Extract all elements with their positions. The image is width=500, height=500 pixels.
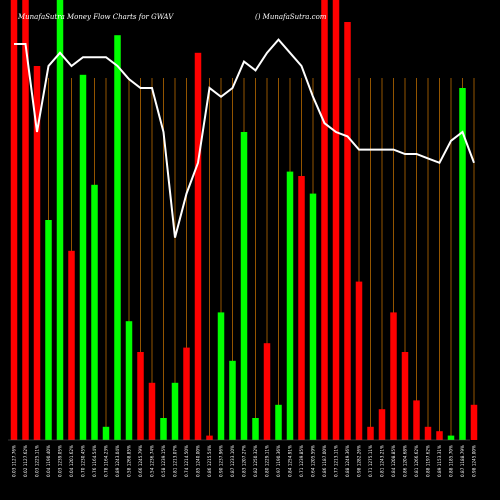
money-flow-bar [33,66,41,440]
money-flow-bar [390,312,397,440]
x-tick-label: 0.78 1164.23% [104,445,109,477]
money-flow-bar [125,321,133,440]
money-flow-bar [367,426,374,440]
money-flow-bar [275,404,282,440]
x-tick-label: 0.84 1208.85% [391,445,396,477]
x-tick-label: 0.71 1275.11% [368,445,373,477]
bar-series [10,0,478,441]
money-flow-bar [194,52,202,441]
x-tick-label: 0.70 1230.45% [81,445,86,477]
x-tick-label: 0.81 1266.62% [414,445,419,477]
x-tick-label: 0.82 1250.32% [253,445,258,477]
x-tick-labels: 0.03 1127.76% 0.02 1127.62% 0.03 1225.11% 0… [12,445,477,477]
x-tick-label: 0.89 1153.31% [437,445,442,477]
money-flow-bar [344,22,351,440]
x-tick-label: 0.98 1282.26% [357,445,362,477]
x-tick-label: 0.04 1190.40% [46,445,51,477]
money-flow-bar [355,281,363,440]
money-flow-bar [160,418,167,440]
money-flow-bar [217,312,225,440]
x-tick-label: 0.86 1187.00% [322,445,327,477]
x-tick-label: 0.87 1188.79% [460,445,465,477]
money-flow-bar [263,343,271,440]
x-tick-label: 0.66 1245.79% [138,445,143,477]
money-flow-bar [252,418,259,440]
money-flow-bar [229,360,236,440]
money-flow-line [14,38,475,238]
x-tick-label: 0.74 1214.50% [184,445,189,477]
x-tick-label: 0.88 1249.36% [345,445,350,477]
x-tick-label: 0.87 1233.10% [230,445,235,477]
x-tick-label: 0.85 1240.00% [196,445,201,477]
money-flow-bar [68,250,75,440]
money-flow-bar [413,400,420,440]
money-flow-bar [401,352,409,440]
money-flow-bar [424,426,432,440]
x-tick-label: 0.54 1236.74% [150,445,155,477]
chart-title: MunafaSutra Money Flow Charts for GWAV [18,13,174,21]
money-flow-bar [298,176,305,440]
x-tick-label: 0.86 1215.54% [207,445,212,477]
x-tick-label: 0.02 1127.62% [23,445,28,477]
money-flow-bar [470,404,478,440]
x-tick-label: 0.04 1201.62% [69,445,74,477]
money-flow-bar [22,0,29,440]
x-tick-label: 0.98 1245.00% [472,445,477,477]
money-flow-bar [206,435,213,440]
money-flow-bar [240,132,248,440]
x-tick-label: 0.83 1207.27% [242,445,247,477]
x-tick-label: 0.03 1225.11% [35,445,40,477]
x-tick-label: 0.81 1213.07% [173,445,178,477]
x-tick-label: 0.86 1204.68% [403,445,408,477]
money-flow-bar [79,74,87,441]
x-tick-label: 0.84 1254.91% [288,445,293,477]
money-flow-bar [171,382,179,440]
money-flow-bar [102,426,110,440]
money-flow-bar [45,220,52,440]
x-tick-label: 0.76 1164.54% [92,445,97,477]
money-flow-bar [137,352,144,440]
money-flow-bar [286,171,294,440]
x-tick-label: 0.58 1268.85% [127,445,132,477]
money-flow-bar [321,0,328,440]
money-flow-bar [378,409,386,440]
money-flow-bar [56,0,64,440]
x-tick-label: 0.58 1239.15% [161,445,166,477]
money-flow-bar [183,347,190,440]
x-tick-label: 0.97 1190.36% [276,445,281,477]
x-tick-label: 0.88 1185.70% [449,445,454,477]
x-tick-label: 0.81 1243.21% [380,445,385,477]
x-tick-label: 0.90 1237.96% [219,445,224,477]
x-tick-label: 0.71 1239.85% [299,445,304,477]
money-flow-bar [91,184,98,440]
money-flow-bar [10,0,18,440]
chart-source: () MunafaSutra.com [255,13,327,21]
money-flow-bar [309,193,317,440]
money-flow-bar [332,0,340,440]
money-flow-bar [114,35,121,440]
x-tick-label: 0.88 1197.62% [426,445,431,477]
x-tick-label: 0.77 1213.11% [334,445,339,477]
x-tick-label: 0.64 1205.59% [311,445,316,477]
x-tick-label: 0.03 1127.76% [12,445,17,477]
money-flow-bar [459,88,466,440]
x-tick-label: 0.80 1229.11% [265,445,270,477]
money-flow-bar [148,382,156,440]
money-flow-bar [436,431,443,440]
x-tick-label: 0.89 1243.04% [115,445,120,477]
money-flow-bar [447,435,455,440]
x-tick-label: 0.03 1239.05% [58,445,63,477]
